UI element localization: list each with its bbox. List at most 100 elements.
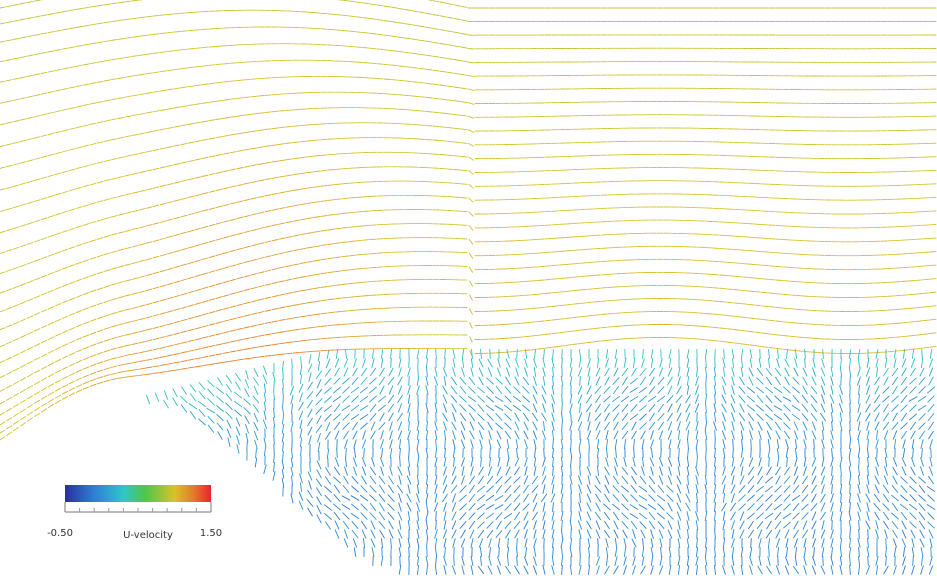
vector-arrow [97,5,103,6]
vector-arrow [97,255,103,257]
vector-arrow [223,267,229,269]
vector-arrow [601,327,607,328]
vector-arrow [317,497,321,505]
vector-arrow [202,66,208,67]
vector-arrow [13,4,19,5]
vector-arrow [326,432,331,440]
vector-arrow [352,396,359,402]
vector-arrow [48,322,53,325]
vector-arrow [188,291,194,293]
vector-arrow [41,396,46,399]
vector-arrow [669,548,671,557]
vector-arrow [41,257,47,259]
vector-arrow [265,310,271,311]
vector-arrow [258,228,264,229]
vector-arrow [352,530,358,537]
vector-arrow [307,500,313,507]
vector-arrow [291,458,293,467]
vector-arrow [258,147,264,148]
vector-arrow [181,68,187,69]
vector-arrow [734,263,740,264]
vector-arrow [759,359,761,368]
vector-arrow [732,557,733,566]
vector-arrow [352,522,358,529]
vector-arrow [41,340,46,343]
vector-arrow [237,98,243,99]
vector-arrow [174,344,180,345]
vector-arrow [342,311,348,312]
vector-arrow [427,539,428,548]
vector-arrow [447,31,453,32]
vector-arrow [41,52,47,53]
vector-arrow [783,397,791,401]
vector-arrow [344,431,349,439]
vector-arrow [62,356,67,359]
vector-arrow [668,503,672,511]
vector-arrow [580,330,586,331]
vector-arrow [715,557,716,566]
vector-arrow [641,566,646,574]
vector-arrow [795,458,797,467]
vector-arrow [804,566,807,575]
vector-arrow [370,378,377,384]
vector-arrow [55,395,60,398]
vector-arrow [335,271,341,272]
vector-arrow [274,463,275,472]
vector-arrow [272,282,278,283]
vector-arrow [447,155,453,156]
vector-arrow [732,530,734,539]
vector-arrow [370,414,376,421]
vector-arrow [759,557,761,566]
vector-arrow [895,337,901,338]
vector-arrow [705,350,706,359]
vector-arrow [552,386,554,395]
vector-arrow [76,106,82,107]
vector-arrow [391,65,397,66]
vector-arrow [125,38,131,39]
vector-arrow [132,192,138,193]
vector-arrow [587,521,592,529]
vector-arrow [417,422,419,431]
vector-arrow [342,297,348,298]
vector-arrow [542,395,546,403]
vector-arrow [76,147,82,149]
vector-arrow [251,245,257,247]
vector-arrow [230,116,236,117]
vector-arrow [41,114,47,115]
vector-arrow [803,386,807,394]
vector-arrow [62,151,68,153]
vector-arrow [723,467,726,476]
vector-arrow [506,467,510,475]
vector-arrow [722,377,726,385]
vector-arrow [412,96,418,97]
vector-arrow [697,539,698,548]
vector-arrow [244,302,250,303]
vector-arrow [469,226,473,231]
vector-arrow [279,307,285,308]
vector-arrow [125,96,131,97]
vector-arrow [230,306,236,308]
vector-arrow [552,333,558,334]
vector-arrow [325,406,332,412]
vector-arrow [571,485,572,494]
vector-arrow [461,115,467,116]
vector-arrow [300,234,306,235]
vector-arrow [534,458,535,467]
vector-arrow [188,123,194,124]
vector-arrow [601,288,607,289]
vector-arrow [34,16,40,17]
vector-arrow [195,275,201,277]
vector-arrow [34,392,39,395]
vector-arrow [436,350,437,359]
vector-arrow [453,449,454,458]
vector-arrow [405,38,411,39]
vector-arrow [444,377,446,386]
vector-arrow [62,109,68,110]
vector-arrow [714,386,715,395]
vector-arrow [132,210,138,211]
vector-arrow [398,95,404,96]
vector-arrow [181,198,187,200]
vector-arrow [471,440,474,449]
vector-arrow [468,62,474,63]
vector-arrow [426,359,427,368]
